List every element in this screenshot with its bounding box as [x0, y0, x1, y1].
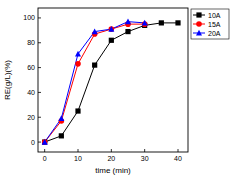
- x-tick-label: 20: [107, 155, 115, 162]
- point: [75, 51, 81, 57]
- y-tick-label: 40: [27, 89, 35, 96]
- legend-label: 20A: [208, 30, 221, 37]
- point: [58, 115, 64, 121]
- chart: 0 10 20 30 40 0 20 40 60 80 100 time (min) RE(g/L)(%…: [0, 0, 231, 188]
- plot-frame: [38, 8, 188, 152]
- y-axis-label: RE(g/L)(%): [3, 60, 12, 100]
- series-line: [45, 24, 145, 142]
- legend-label: 15A: [208, 21, 221, 28]
- point: [159, 20, 164, 25]
- x-tick-label: 30: [141, 155, 149, 162]
- point: [92, 63, 97, 68]
- point: [142, 20, 148, 26]
- y-tick-label: 100: [23, 14, 35, 21]
- legend-marker: [196, 30, 202, 36]
- legend-marker: [196, 21, 202, 27]
- series-line: [45, 23, 178, 142]
- point: [108, 26, 114, 32]
- point: [109, 26, 115, 32]
- point: [75, 61, 81, 67]
- point: [175, 20, 180, 25]
- legend-marker: [196, 12, 201, 17]
- legend-box: [191, 9, 229, 39]
- y-tick-label: 80: [27, 39, 35, 46]
- x-axis-label: time (min): [95, 166, 131, 175]
- point: [109, 38, 114, 43]
- x-tick-label: 10: [74, 155, 82, 162]
- point: [42, 139, 48, 145]
- y-tick-label: 0: [31, 139, 35, 146]
- point: [75, 108, 80, 113]
- legend-label: 10A: [208, 12, 221, 19]
- point: [125, 29, 130, 34]
- point: [92, 28, 98, 34]
- point: [42, 139, 48, 145]
- y-tick-label: 60: [27, 64, 35, 71]
- point: [59, 133, 64, 138]
- x-tick-label: 40: [174, 155, 182, 162]
- point: [125, 18, 131, 24]
- series-line: [45, 22, 145, 142]
- plot-area: [42, 18, 181, 144]
- y-tick-label: 20: [27, 114, 35, 121]
- point: [42, 139, 47, 144]
- legend: 10A 15A 20A: [191, 9, 229, 39]
- x-tick-label: 0: [43, 155, 47, 162]
